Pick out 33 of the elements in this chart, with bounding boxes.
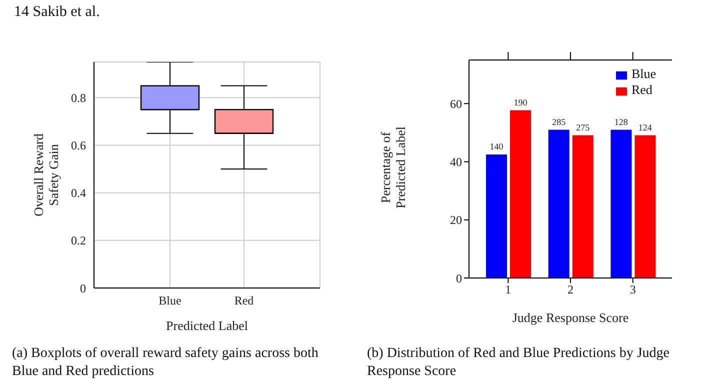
y-tick-label: 0.4 [71, 186, 86, 200]
bar [510, 110, 531, 278]
x-axis-title: Predicted Label [166, 318, 248, 333]
annotation: 140 [490, 141, 504, 152]
text: 14 Sakib et al. [14, 4, 100, 21]
y-axis-title: Overall Reward Safety Gain [31, 132, 61, 218]
bar [572, 135, 594, 278]
x-tick-label: 1 [505, 282, 512, 297]
y-tick-label: 0.8 [71, 90, 86, 105]
bar [486, 154, 507, 278]
annotation: 190 [514, 97, 528, 108]
y-tick-label: 20 [450, 213, 462, 228]
y-tick-label: 0 [456, 271, 462, 286]
y-tick-label: 0.2 [71, 234, 86, 248]
annotation: 128 [614, 116, 628, 127]
text: (b) Distribution of Red and Blue Predictions by Judge Response Score [367, 345, 671, 381]
annotation: 124 [638, 122, 652, 132]
legend-label: Blue [631, 66, 656, 81]
bar [610, 130, 632, 278]
y-axis-title: Percentage of Predicted Label [378, 126, 408, 210]
y-tick-label: 60 [450, 96, 462, 111]
text: (a) Boxplots of overall reward safety gains across both Blue and Red predictions [12, 345, 320, 381]
x-axis-title: Judge Response Score [512, 310, 629, 325]
legend-label: Red [631, 82, 652, 97]
y-tick-label: 0 [80, 281, 86, 296]
annotation: 275 [576, 122, 590, 132]
x-tick-label: 2 [568, 282, 574, 297]
y-tick-label: 0.6 [71, 138, 86, 153]
y-tick-label: 40 [450, 154, 462, 169]
bar [548, 130, 570, 278]
x-tick-label: 3 [630, 282, 636, 297]
bar [634, 135, 656, 278]
annotation: 285 [552, 116, 566, 127]
